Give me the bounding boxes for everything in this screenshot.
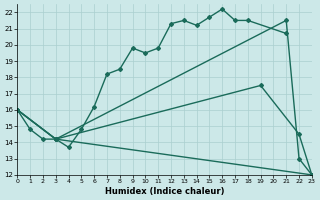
X-axis label: Humidex (Indice chaleur): Humidex (Indice chaleur)	[105, 187, 224, 196]
